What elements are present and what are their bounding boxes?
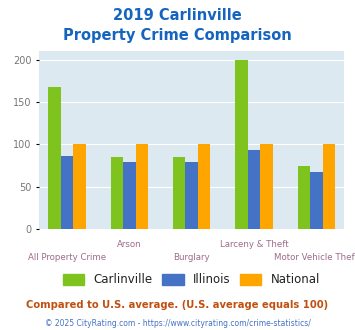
Text: Compared to U.S. average. (U.S. average equals 100): Compared to U.S. average. (U.S. average … <box>26 300 329 310</box>
Bar <box>123 162 136 229</box>
Text: © 2025 CityRating.com - https://www.cityrating.com/crime-statistics/: © 2025 CityRating.com - https://www.city… <box>45 319 310 328</box>
Bar <box>61 155 73 229</box>
Text: All Property Crime: All Property Crime <box>28 252 106 261</box>
Bar <box>48 87 61 229</box>
Bar <box>136 145 148 229</box>
Bar <box>248 150 260 229</box>
Bar <box>185 162 198 229</box>
Bar <box>173 157 185 229</box>
Text: Arson: Arson <box>117 240 142 249</box>
Text: 2019 Carlinville: 2019 Carlinville <box>113 8 242 23</box>
Bar <box>198 145 211 229</box>
Bar <box>297 166 310 229</box>
Text: Property Crime Comparison: Property Crime Comparison <box>63 28 292 43</box>
Bar <box>323 145 335 229</box>
Bar <box>260 145 273 229</box>
Text: Motor Vehicle Theft: Motor Vehicle Theft <box>274 252 355 261</box>
Bar <box>73 145 86 229</box>
Text: Larceny & Theft: Larceny & Theft <box>220 240 288 249</box>
Text: Burglary: Burglary <box>173 252 210 261</box>
Bar <box>235 60 248 229</box>
Bar <box>111 157 123 229</box>
Bar <box>310 172 323 229</box>
Legend: Carlinville, Illinois, National: Carlinville, Illinois, National <box>59 269 325 291</box>
